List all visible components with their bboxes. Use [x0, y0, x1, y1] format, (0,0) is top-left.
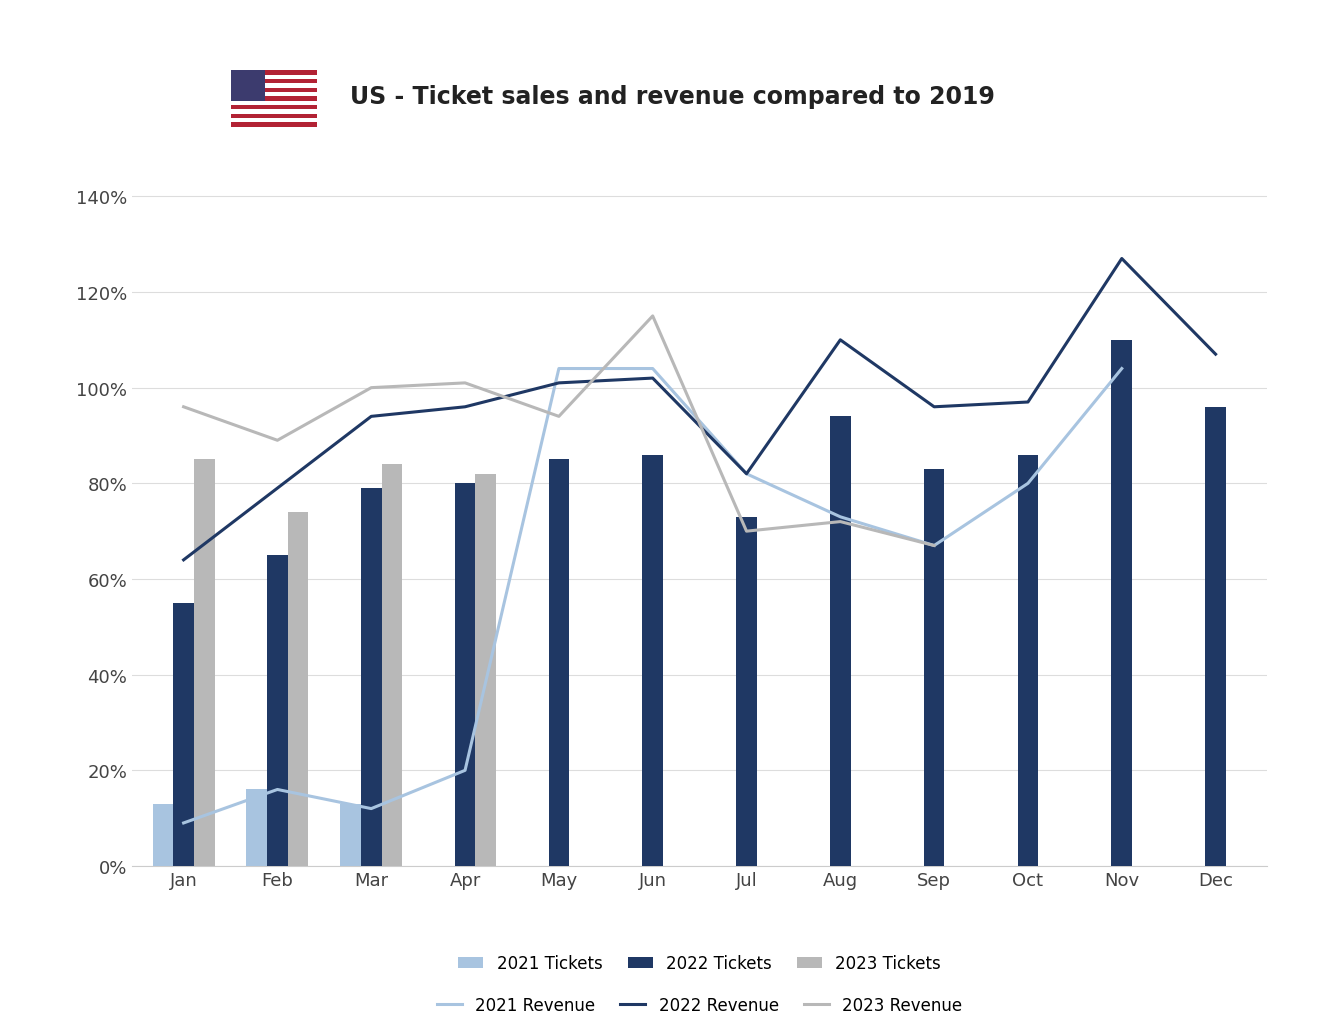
- Bar: [231, 93, 317, 97]
- Bar: [231, 71, 265, 102]
- Text: 2023 v. 2019 YTD: 2023 v. 2019 YTD: [170, 215, 333, 233]
- Bar: [194, 460, 215, 866]
- Bar: [360, 489, 381, 866]
- Bar: [454, 484, 475, 866]
- Text: Revenue: Revenue: [170, 306, 236, 321]
- Bar: [267, 555, 288, 866]
- Bar: [231, 106, 317, 110]
- Bar: [1018, 455, 1039, 866]
- Bar: [231, 71, 317, 75]
- Bar: [231, 123, 317, 127]
- Bar: [231, 110, 317, 114]
- Text: -20%: -20%: [293, 265, 333, 280]
- Bar: [173, 603, 194, 866]
- Bar: [830, 417, 850, 866]
- Bar: [549, 460, 569, 866]
- Bar: [924, 470, 945, 866]
- Bar: [231, 89, 317, 93]
- Text: -3%: -3%: [293, 306, 323, 321]
- Legend: 2021 Revenue, 2022 Revenue, 2023 Revenue: 2021 Revenue, 2022 Revenue, 2023 Revenue: [430, 989, 969, 1019]
- Bar: [231, 102, 317, 106]
- Bar: [231, 97, 317, 102]
- Bar: [231, 119, 317, 123]
- Text: Tickets: Tickets: [170, 265, 223, 280]
- Bar: [381, 465, 403, 866]
- Bar: [231, 114, 317, 119]
- Bar: [288, 513, 309, 866]
- Bar: [643, 455, 663, 866]
- Bar: [231, 79, 317, 85]
- Bar: [153, 804, 173, 866]
- Bar: [737, 518, 756, 866]
- Bar: [231, 75, 317, 79]
- Bar: [341, 804, 360, 866]
- Bar: [1205, 408, 1226, 866]
- Bar: [247, 790, 267, 866]
- Bar: [475, 474, 496, 866]
- Bar: [1111, 340, 1133, 866]
- Bar: [231, 85, 317, 89]
- Text: US - Ticket sales and revenue compared to 2019: US - Ticket sales and revenue compared t…: [350, 85, 995, 109]
